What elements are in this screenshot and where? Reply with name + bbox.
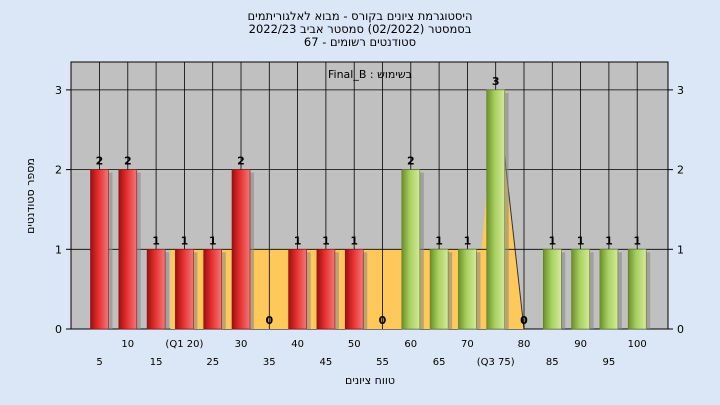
bar-value-label: 0: [265, 314, 273, 327]
y-tick-label-left: 1: [55, 243, 62, 256]
x-tick-label: 35: [263, 357, 276, 368]
x-tick-label: 30: [235, 339, 248, 350]
histogram-bar: [344, 248, 364, 330]
histogram-bar: [288, 248, 307, 330]
x-tick-label: 45: [320, 357, 333, 368]
x-tick-label: (Q1 20): [165, 339, 203, 350]
histogram-bar: [175, 248, 194, 330]
histogram-bar: [627, 248, 647, 330]
histogram-bar: [118, 169, 138, 330]
bar-value-label: 2: [124, 155, 132, 168]
histogram-bar: [429, 248, 449, 330]
chart-title-line3: סטודנטים רשומים - 67: [303, 35, 417, 49]
x-tick-label: 100: [628, 339, 647, 350]
histogram-bar: [203, 248, 222, 330]
y-tick-label-right: 3: [677, 84, 684, 97]
x-tick-label: 65: [433, 357, 446, 368]
y-axis-label: מספר סטודנטים: [24, 158, 37, 234]
x-tick-label: 25: [206, 357, 219, 368]
chart-title-line2: בסמסטר (02/2022) סמסטר אביב 2022/23: [248, 22, 472, 36]
histogram-bar: [458, 248, 477, 330]
bar-value-label: 1: [322, 234, 330, 247]
y-tick-label-left: 0: [55, 323, 62, 336]
x-tick-label: 5: [96, 357, 102, 368]
x-tick-label: 15: [150, 357, 163, 368]
histogram-bar: [401, 169, 421, 330]
y-tick-label-right: 0: [677, 323, 684, 336]
x-tick-label: 90: [574, 339, 587, 350]
x-tick-label: 95: [603, 357, 616, 368]
histogram-bar: [599, 248, 619, 330]
x-tick-label: 80: [518, 339, 531, 350]
x-tick-label: 70: [461, 339, 474, 350]
histogram-bar: [542, 248, 562, 330]
bar-value-label: 1: [181, 234, 189, 247]
x-tick-label: (Q3 75): [477, 357, 515, 368]
bar-value-label: 1: [464, 234, 472, 247]
bar-value-label: 1: [577, 234, 585, 247]
y-tick-label-right: 1: [677, 243, 684, 256]
bar-value-label: 2: [237, 155, 245, 168]
y-tick-label-left: 3: [55, 84, 62, 97]
bar-value-label: 1: [633, 234, 641, 247]
histogram-bar: [486, 89, 506, 330]
bar-value-label: 2: [96, 155, 104, 168]
bar-value-label: 0: [379, 314, 387, 327]
chart-annotation: בשימוש : Final_B: [328, 68, 412, 81]
bar-value-label: 0: [520, 314, 528, 327]
bar-value-label: 1: [350, 234, 358, 247]
x-tick-label: 10: [121, 339, 134, 350]
bar-value-label: 1: [152, 234, 160, 247]
y-tick-label-left: 2: [55, 164, 62, 177]
x-axis-label: טווח ציונים: [345, 374, 395, 387]
y-tick-label-right: 2: [677, 164, 684, 177]
histogram-bar: [90, 169, 109, 330]
bar-value-label: 3: [492, 75, 500, 88]
histogram-bar: [146, 248, 166, 330]
bar-value-label: 1: [209, 234, 217, 247]
chart-titles: היסטוגרמת ציונים בקורס - מבוא לאלגוריתמי…: [0, 10, 720, 49]
bar-value-label: 1: [605, 234, 613, 247]
histogram-bar: [231, 169, 251, 330]
bar-value-label: 1: [435, 234, 443, 247]
bar-value-label: 1: [548, 234, 556, 247]
histogram-bar: [571, 248, 590, 330]
x-tick-label: 85: [546, 357, 559, 368]
chart-title-line1: היסטוגרמת ציונים בקורס - מבוא לאלגוריתמי…: [247, 9, 473, 23]
x-tick-label: 60: [404, 339, 417, 350]
bar-value-label: 1: [294, 234, 302, 247]
bar-value-label: 2: [407, 155, 415, 168]
x-tick-label: 50: [348, 339, 361, 350]
x-tick-label: 55: [376, 357, 389, 368]
histogram-bar: [316, 248, 336, 330]
x-tick-label: 40: [291, 339, 304, 350]
